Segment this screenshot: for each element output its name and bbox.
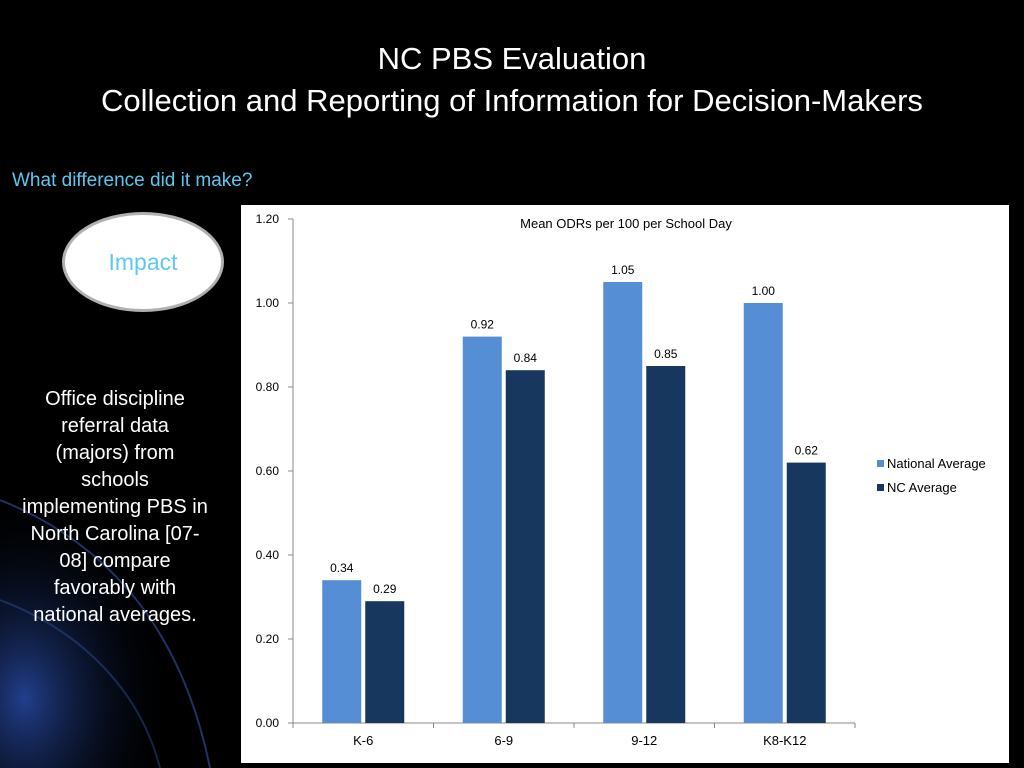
description-text: Office discipline referral data (majors)…: [22, 388, 208, 626]
impact-oval: Impact: [62, 212, 224, 312]
data-label: 0.34: [330, 561, 354, 575]
slide-title: NC PBS Evaluation Collection and Reporti…: [0, 38, 1024, 122]
bar: [462, 336, 502, 723]
y-tick-label: 0.40: [256, 548, 280, 562]
data-label: 1.00: [752, 284, 776, 298]
bar: [505, 370, 545, 723]
bar: [322, 580, 362, 723]
y-tick-label: 0.80: [256, 380, 280, 394]
bar-chart: Mean ODRs per 100 per School Day 0.00 0.20…: [256, 212, 986, 748]
legend-swatch: [877, 460, 884, 467]
y-tick-label: 1.20: [256, 212, 280, 226]
bar: [646, 366, 686, 723]
legend-swatch: [877, 484, 884, 491]
bar: [365, 601, 405, 723]
slide-title-line1: NC PBS Evaluation: [377, 41, 647, 76]
data-label: 0.92: [471, 318, 495, 332]
impact-label: Impact: [108, 248, 178, 275]
chart-title: Mean ODRs per 100 per School Day: [520, 216, 732, 231]
y-tick-label: 0.00: [256, 716, 280, 730]
x-tick-label: 6-9: [494, 733, 513, 748]
legend-label: National Average: [887, 456, 986, 471]
x-tick-label: K-6: [353, 733, 373, 748]
bar: [603, 282, 643, 723]
y-tick-label: 0.20: [256, 632, 280, 646]
slide-title-line2: Collection and Reporting of Information …: [101, 83, 923, 118]
x-tick-label: K8-K12: [763, 733, 806, 748]
y-tick-label: 1.00: [256, 296, 280, 310]
data-label: 1.05: [611, 263, 635, 277]
bar: [786, 462, 826, 723]
bar: [743, 303, 783, 723]
legend-label: NC Average: [887, 480, 957, 495]
x-tick-label: 9-12: [631, 733, 657, 748]
data-label: 0.62: [795, 444, 819, 458]
data-label: 0.84: [514, 351, 538, 365]
y-tick-label: 0.60: [256, 464, 280, 478]
data-label: 0.29: [373, 582, 397, 596]
slide-subtitle: What difference did it make?: [12, 170, 253, 191]
chart-panel: Mean ODRs per 100 per School Day 0.00 0.20…: [241, 205, 1009, 763]
data-label: 0.85: [654, 347, 678, 361]
